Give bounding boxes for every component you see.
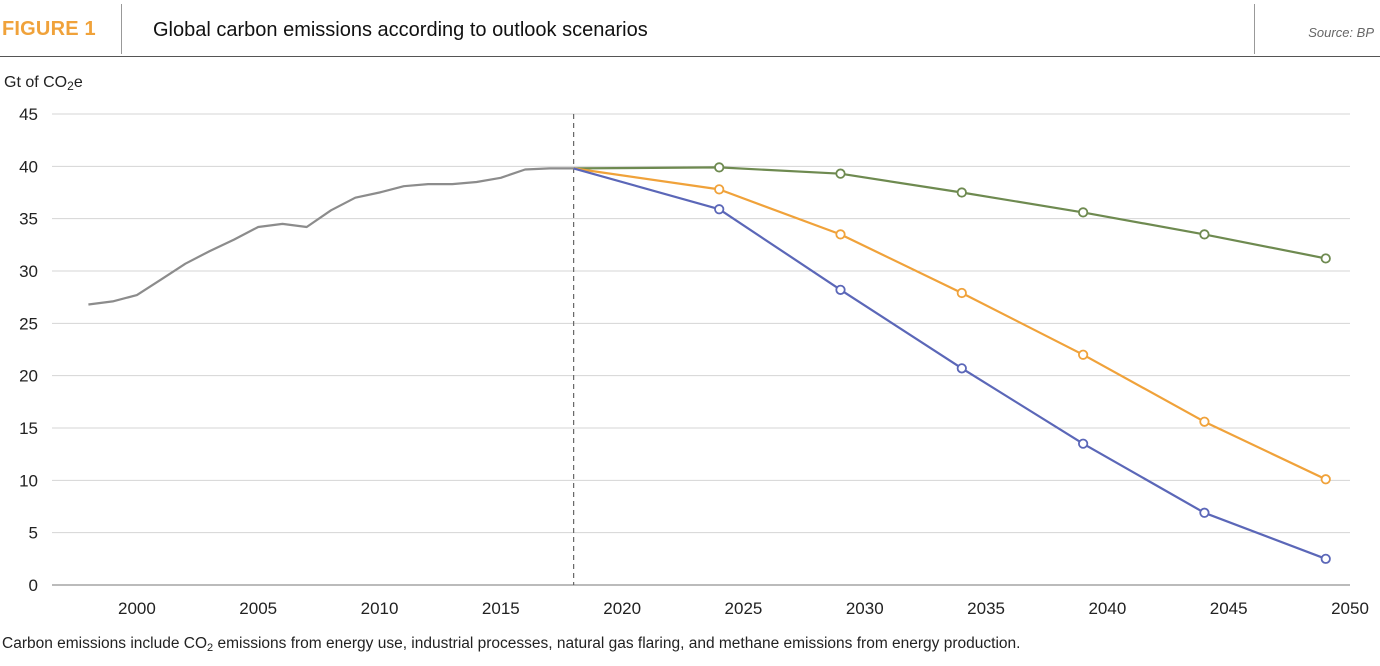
data-point bbox=[1320, 474, 1331, 485]
footnote-suffix: emissions from energy use, industrial pr… bbox=[213, 635, 1021, 652]
data-point bbox=[835, 284, 846, 295]
footnote-subscript: 2 bbox=[207, 642, 214, 654]
unit-text: Gt of CO bbox=[4, 74, 68, 91]
chart-title: Global carbon emissions according to out… bbox=[153, 19, 648, 41]
x-tick-label: 2005 bbox=[239, 599, 277, 618]
figure-header: FIGURE 1 Global carbon emissions accordi… bbox=[0, 0, 1380, 57]
x-tick-label: 2025 bbox=[725, 599, 763, 618]
data-point bbox=[714, 204, 725, 215]
footnote-text: Carbon emissions include CO bbox=[2, 635, 208, 652]
x-tick-label: 2015 bbox=[482, 599, 520, 618]
series-line-3 bbox=[573, 167, 1327, 481]
data-point bbox=[1320, 553, 1331, 564]
data-point bbox=[956, 187, 967, 198]
y-tick-label: 45 bbox=[19, 105, 38, 124]
y-axis-unit-label: Gt of CO2e bbox=[4, 74, 83, 93]
data-point bbox=[1199, 229, 1210, 240]
x-tick-label: 2000 bbox=[118, 599, 156, 618]
unit-suffix: e bbox=[73, 74, 83, 91]
y-tick-label: 10 bbox=[19, 471, 38, 490]
source-note: Source: BP bbox=[1308, 25, 1374, 40]
x-tick-label: 2040 bbox=[1088, 599, 1126, 618]
header-divider bbox=[121, 4, 122, 54]
series-line-4 bbox=[573, 167, 1327, 560]
x-tick-label: 2010 bbox=[361, 599, 399, 618]
data-point bbox=[835, 168, 846, 179]
unit-subscript: 2 bbox=[67, 79, 74, 93]
y-tick-label: 5 bbox=[29, 524, 38, 543]
y-tick-label: 25 bbox=[19, 314, 38, 333]
x-tick-label: 2030 bbox=[846, 599, 884, 618]
x-tick-label: 2050 bbox=[1331, 599, 1369, 618]
y-tick-label: 30 bbox=[19, 262, 38, 281]
x-tick-label: 2020 bbox=[603, 599, 641, 618]
x-tick-label: 2045 bbox=[1210, 599, 1248, 618]
x-tick-label: 2035 bbox=[967, 599, 1005, 618]
data-point bbox=[714, 184, 725, 195]
data-point bbox=[1078, 349, 1089, 360]
footnote: Carbon emissions include CO2 emissions f… bbox=[2, 635, 1020, 654]
data-point bbox=[1078, 207, 1089, 218]
data-point bbox=[1199, 416, 1210, 427]
data-point bbox=[1078, 438, 1089, 449]
y-tick-label: 15 bbox=[19, 419, 38, 438]
y-tick-label: 40 bbox=[19, 157, 38, 176]
header-divider bbox=[1254, 4, 1255, 54]
data-point bbox=[835, 229, 846, 240]
data-point bbox=[714, 162, 725, 173]
data-point bbox=[1199, 507, 1210, 518]
y-tick-label: 0 bbox=[29, 576, 38, 595]
data-point bbox=[956, 363, 967, 374]
y-tick-label: 35 bbox=[19, 210, 38, 229]
series-line-1 bbox=[88, 167, 574, 306]
data-point bbox=[956, 287, 967, 299]
figure-label: FIGURE 1 bbox=[2, 18, 96, 40]
data-point bbox=[1320, 253, 1331, 264]
series-line-2 bbox=[573, 166, 1326, 260]
y-tick-label: 20 bbox=[19, 367, 38, 386]
